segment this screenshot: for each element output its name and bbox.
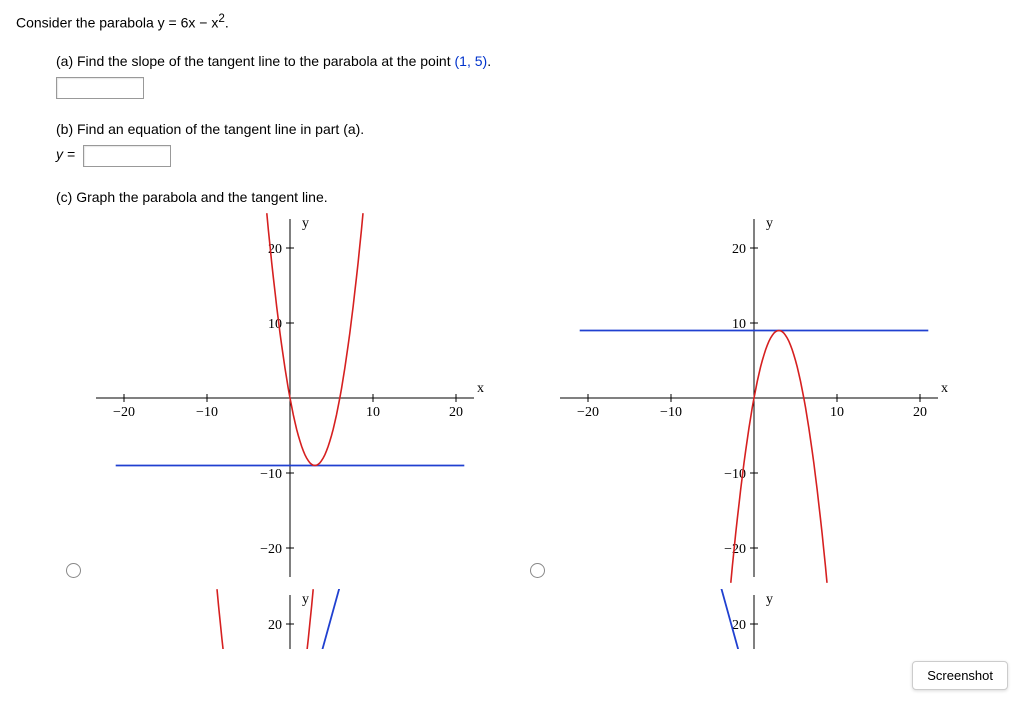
svg-text:−20: −20 xyxy=(113,405,135,420)
svg-text:10: 10 xyxy=(830,405,844,420)
svg-text:20: 20 xyxy=(732,242,746,257)
part-a-answer-row xyxy=(56,77,1008,99)
point-value: (1, 5) xyxy=(455,53,488,69)
intro: Consider the parabola y = 6x − x xyxy=(16,15,218,31)
radio-col-4 xyxy=(520,589,554,649)
svg-text:20: 20 xyxy=(913,405,927,420)
svg-text:−20: −20 xyxy=(260,542,282,557)
graph-svg-4: y 20 xyxy=(554,589,954,649)
graph-svg-2: y−20−101020−20−101020x xyxy=(554,213,954,583)
slope-input[interactable] xyxy=(56,77,144,99)
graph-svg-3: y 20 xyxy=(90,589,490,649)
screenshot-label: Screenshot xyxy=(927,668,993,683)
screenshot-button[interactable]: Screenshot xyxy=(912,661,1008,690)
svg-text:y: y xyxy=(766,592,773,607)
graph-svg-1: y−20−101020−20−101020x xyxy=(90,213,490,583)
radio-col-3 xyxy=(56,589,90,649)
graph-radio-2[interactable] xyxy=(530,563,545,578)
graphs-row-2: y 20 y 20 xyxy=(56,589,1008,649)
svg-text:x: x xyxy=(477,381,484,396)
graph-option-3: y 20 xyxy=(56,589,490,649)
svg-text:−20: −20 xyxy=(577,405,599,420)
svg-text:20: 20 xyxy=(268,618,282,633)
svg-text:−10: −10 xyxy=(260,467,282,482)
svg-text:y: y xyxy=(302,592,309,607)
part-b-text: (b) Find an equation of the tangent line… xyxy=(56,121,364,137)
svg-text:20: 20 xyxy=(449,405,463,420)
svg-text:y: y xyxy=(766,216,773,231)
svg-text:10: 10 xyxy=(366,405,380,420)
part-b: (b) Find an equation of the tangent line… xyxy=(56,121,1008,137)
svg-text:x: x xyxy=(941,381,948,396)
svg-text:−10: −10 xyxy=(660,405,682,420)
graph-radio-1[interactable] xyxy=(66,563,81,578)
part-a-text: (a) Find the slope of the tangent line t… xyxy=(56,53,455,69)
equation-input[interactable] xyxy=(83,145,171,167)
svg-text:20: 20 xyxy=(732,618,746,633)
svg-text:y: y xyxy=(302,216,309,231)
radio-col-2 xyxy=(520,218,554,578)
intro-text: Consider the parabola y = 6x − x2. xyxy=(16,12,1008,31)
part-a-end: . xyxy=(487,53,491,69)
graph-option-2: y−20−101020−20−101020x xyxy=(520,213,954,583)
svg-text:−10: −10 xyxy=(196,405,218,420)
eq-label: y = xyxy=(56,146,75,162)
radio-col-1 xyxy=(56,218,90,578)
part-b-answer-row: y = xyxy=(56,145,1008,167)
intro-end: . xyxy=(225,15,229,31)
graphs-row-1: y−20−101020−20−101020x y−20−101020−20−10… xyxy=(56,213,1008,583)
graph-option-1: y−20−101020−20−101020x xyxy=(56,213,490,583)
graph-option-4: y 20 xyxy=(520,589,954,649)
part-c: (c) Graph the parabola and the tangent l… xyxy=(56,189,1008,205)
part-a: (a) Find the slope of the tangent line t… xyxy=(56,53,1008,69)
part-c-text: (c) Graph the parabola and the tangent l… xyxy=(56,189,328,205)
